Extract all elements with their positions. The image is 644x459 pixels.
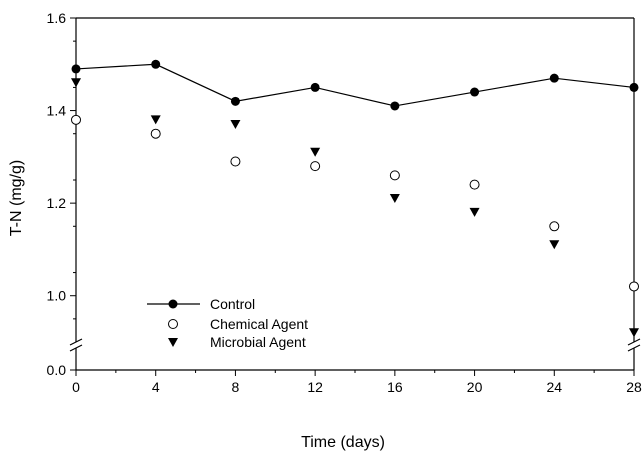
y-tick-label: 0.0 [47, 362, 67, 378]
y-tick-label: 1.4 [47, 103, 67, 119]
legend-item-control: Control [147, 296, 255, 312]
y-axis-title: T-N (mg/g) [8, 160, 25, 236]
x-tick-label: 8 [232, 379, 240, 395]
legend: Control Chemical Agent Microbial Agent [147, 296, 308, 350]
data-point-chemical-agent [150, 128, 161, 139]
data-point-chemical-agent [389, 170, 400, 181]
x-axis-ticks: 0 4 8 12 16 20 24 28 [72, 370, 642, 395]
data-point-control [71, 64, 81, 74]
data-point-control [390, 101, 400, 111]
data-point-microbial-agent [469, 207, 480, 217]
data-point-microbial-agent [230, 119, 241, 129]
y-axis-ticks: 0.0 1.0 1.2 1.4 1.6 [47, 10, 76, 378]
legend-microbial-agent-marker [168, 338, 178, 347]
x-tick-label: 28 [626, 379, 642, 395]
x-tick-label: 0 [72, 379, 80, 395]
series-microbial-agent [71, 78, 639, 338]
x-tick-label: 12 [307, 379, 323, 395]
x-axis-title: Time (days) [301, 434, 385, 451]
data-point-control [151, 59, 161, 69]
y-tick-label: 1.0 [47, 288, 67, 304]
data-point-control [230, 96, 240, 106]
data-point-chemical-agent [549, 221, 560, 232]
data-point-chemical-agent [230, 156, 241, 167]
data-point-control [470, 87, 480, 97]
legend-chemical-agent-marker [168, 319, 178, 329]
y-tick-label: 1.6 [47, 10, 67, 26]
axis-break-mark-left-bottom [69, 344, 83, 352]
legend-item-chemical-agent: Chemical Agent [168, 316, 308, 332]
data-point-control [549, 73, 559, 83]
data-point-chemical-agent [71, 114, 81, 125]
data-point-microbial-agent [71, 78, 81, 88]
data-point-microbial-agent [629, 328, 639, 338]
legend-microbial-agent-label: Microbial Agent [210, 334, 306, 350]
legend-control-marker [168, 299, 178, 309]
x-tick-label: 20 [467, 379, 483, 395]
axis-break-mark-right-top [627, 338, 641, 346]
y-tick-label: 1.2 [47, 195, 67, 211]
data-point-control [629, 82, 639, 92]
data-point-chemical-agent [629, 281, 639, 292]
data-point-chemical-agent [310, 161, 321, 172]
legend-chemical-agent-label: Chemical Agent [210, 316, 308, 332]
data-point-microbial-agent [549, 240, 560, 250]
series-chemical-agent [71, 114, 639, 292]
data-point-microbial-agent [150, 115, 161, 125]
axis-break-mark-right-bottom [627, 344, 641, 352]
plot-frame [69, 17, 641, 371]
data-point-control [310, 82, 320, 92]
axis-break-mark-left-top [69, 338, 83, 346]
series-control-line [75, 63, 635, 107]
legend-item-microbial-agent: Microbial Agent [168, 334, 306, 350]
legend-control-label: Control [210, 296, 255, 312]
x-tick-label: 4 [152, 379, 160, 395]
series-control [71, 59, 639, 111]
data-point-microbial-agent [389, 194, 400, 204]
series-layer [71, 59, 639, 338]
data-point-microbial-agent [310, 147, 321, 157]
data-point-chemical-agent [469, 179, 480, 190]
x-tick-label: 24 [546, 379, 562, 395]
x-tick-label: 16 [387, 379, 403, 395]
